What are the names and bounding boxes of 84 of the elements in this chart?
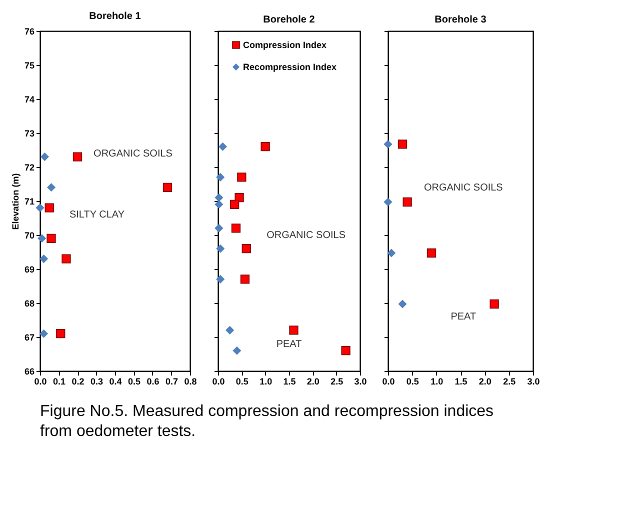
point	[426, 248, 436, 258]
point	[38, 234, 46, 243]
x-tick-label: 2.5	[330, 376, 344, 386]
x-tick-label: 0.1	[52, 376, 66, 386]
point	[62, 254, 71, 264]
x-tick-label: 1.0	[430, 376, 444, 386]
point	[46, 234, 56, 243]
y-tick-label: 70	[24, 230, 34, 240]
point	[226, 326, 234, 334]
annotation: ORGANIC SOILS	[266, 230, 346, 241]
point	[44, 203, 54, 212]
y-axis-title: Elevation (m)	[10, 173, 20, 230]
x-tick-label: 0.0	[34, 376, 47, 386]
point	[218, 142, 227, 151]
annotation: PEAT	[450, 312, 476, 323]
point	[289, 326, 298, 335]
chart-title: Borehole 1	[89, 11, 142, 22]
point	[216, 244, 224, 253]
point	[36, 204, 44, 212]
y-tick-label: 73	[24, 128, 34, 138]
chart-title: Borehole 3	[434, 14, 487, 26]
y-tick-label: 69	[24, 264, 34, 274]
x-tick-label: 2.5	[503, 376, 516, 386]
legend-label: Recompression Index	[243, 62, 337, 72]
y-tick-label: 71	[24, 196, 34, 206]
point	[398, 300, 407, 308]
x-tick-label: 0.5	[406, 376, 419, 386]
x-tick-label: 2.0	[478, 376, 492, 386]
point	[72, 152, 82, 162]
point	[384, 198, 392, 206]
x-tick-label: 1.0	[260, 376, 272, 386]
y-tick-label: 66	[24, 366, 34, 376]
x-tick-label: 3.0	[527, 376, 540, 386]
x-tick-label: 0.5	[128, 376, 141, 386]
point	[240, 274, 250, 284]
x-tick-label: 3.0	[354, 376, 367, 386]
point	[216, 173, 224, 182]
y-tick-label: 74	[24, 94, 34, 104]
y-tick-label: 67	[24, 332, 34, 342]
point	[214, 193, 224, 202]
point	[260, 142, 270, 152]
point	[214, 200, 224, 209]
point	[40, 254, 48, 263]
annotation: PEAT	[276, 338, 302, 350]
x-tick-label: 2.0	[306, 376, 320, 386]
x-tick-label: 0.0	[212, 376, 225, 386]
y-tick-label: 76	[24, 26, 34, 36]
x-tick-label: 0.3	[90, 376, 104, 386]
point	[47, 183, 56, 192]
point	[490, 299, 499, 309]
point	[214, 224, 224, 232]
y-tick-label: 75	[24, 60, 34, 70]
point	[341, 346, 350, 356]
x-tick-label: 1.5	[454, 376, 468, 386]
point	[237, 172, 246, 182]
chart-title: Borehole 2	[263, 14, 316, 26]
point	[402, 197, 412, 207]
annotation: SILTY CLAY	[69, 210, 125, 221]
point	[56, 329, 66, 338]
x-tick-label: 0.6	[146, 376, 160, 386]
point	[40, 329, 48, 338]
point	[216, 275, 224, 284]
point	[398, 140, 408, 149]
x-tick-label: 0.4	[109, 376, 122, 386]
x-tick-label: 0.8	[184, 376, 197, 386]
point	[384, 140, 392, 148]
x-tick-label: 0.0	[382, 376, 395, 386]
point	[162, 182, 172, 192]
y-tick-label: 72	[24, 162, 34, 172]
point	[40, 152, 49, 161]
x-tick-label: 0.5	[236, 376, 248, 386]
point	[387, 248, 396, 258]
point	[232, 346, 242, 355]
x-tick-label: 1.5	[283, 376, 296, 386]
point	[230, 200, 240, 209]
annotation: ORGANIC SOILS	[94, 148, 173, 160]
point	[242, 244, 251, 254]
legend-label: Compression Index	[243, 40, 327, 50]
x-tick-label: 0.2	[72, 376, 84, 386]
annotation: ORGANIC SOILS	[424, 182, 504, 194]
text: Figure No.5. Measured compression and recompression indices from oedometer tests.	[40, 403, 494, 440]
point	[231, 224, 241, 233]
y-tick-label: 68	[24, 298, 34, 308]
x-tick-label: 0.7	[165, 376, 178, 386]
